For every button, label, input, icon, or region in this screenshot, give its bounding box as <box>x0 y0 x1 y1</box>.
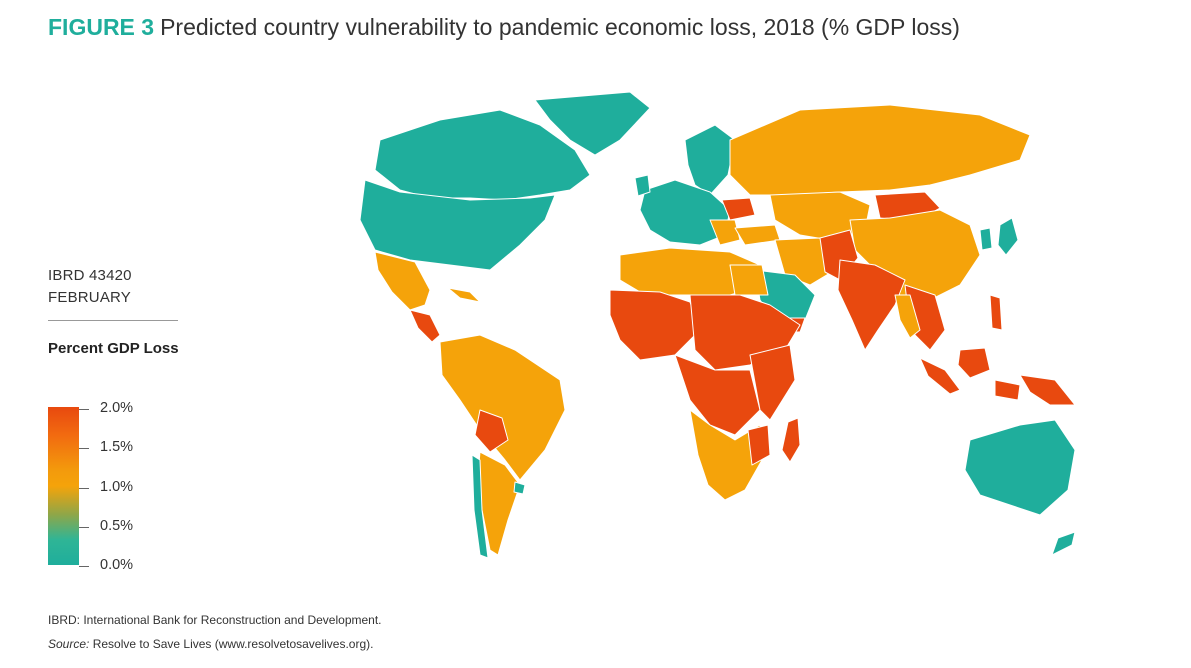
region-mexico <box>374 251 431 311</box>
legend-tick <box>79 527 89 528</box>
legend-tick-label: 0.5% <box>100 518 134 534</box>
source-label: Source: <box>48 637 90 651</box>
region-papua <box>1019 374 1076 406</box>
region-ukraine <box>721 197 756 221</box>
footnote-source: Source: Resolve to Save Lives (www.resol… <box>48 637 373 651</box>
legend-tick <box>79 566 89 567</box>
region-caribbean <box>447 287 481 303</box>
legend-tick-label: 1.0% <box>100 479 134 495</box>
region-mozambique <box>747 424 771 466</box>
region-myanmar-thailand <box>894 294 921 339</box>
legend-tick-label: 1.5% <box>100 439 134 455</box>
legend-tick-label: 2.0% <box>100 400 134 416</box>
region-uk <box>634 174 651 197</box>
figure-title: FIGURE 3 Predicted country vulnerability … <box>48 14 960 41</box>
legend-title: Percent GDP Loss <box>48 340 179 357</box>
region-scandinavia <box>684 124 736 196</box>
figure-label: FIGURE 3 <box>48 14 155 40</box>
region-india <box>837 259 906 351</box>
region-bolivia <box>474 409 509 453</box>
legend-tick <box>79 448 89 449</box>
region-western-europe <box>639 179 731 246</box>
legend-color-scale <box>48 407 79 565</box>
region-korea <box>979 227 993 251</box>
region-iran-iraq <box>774 237 836 286</box>
legend-tick <box>79 488 89 489</box>
legend-tick <box>79 409 89 410</box>
region-west-africa <box>609 289 701 361</box>
region-balkans <box>709 219 741 246</box>
region-egypt <box>729 264 769 296</box>
region-east-africa <box>749 344 796 421</box>
region-south-america-north <box>439 334 566 481</box>
map-id: IBRD 43420 FEBRUARY <box>48 265 132 309</box>
region-new-zealand <box>1051 531 1076 556</box>
region-central-america <box>409 309 441 343</box>
region-philippines <box>989 294 1003 331</box>
region-borneo <box>957 347 991 379</box>
region-greenland <box>534 91 651 156</box>
region-usa <box>359 179 556 271</box>
region-central-africa <box>674 354 761 436</box>
region-chile <box>471 454 489 559</box>
footnote-ibrd: IBRD: International Bank for Reconstruct… <box>48 613 382 627</box>
region-canada <box>374 109 591 201</box>
region-japan <box>997 217 1019 256</box>
map-id-number: IBRD 43420 <box>48 267 132 284</box>
region-southern-africa <box>689 409 763 501</box>
source-text: Resolve to Save Lives (www.resolvetosave… <box>92 637 374 651</box>
legend-tick-label: 0.0% <box>100 557 134 573</box>
region-russia <box>729 104 1031 196</box>
region-australia <box>964 419 1076 516</box>
figure-title-text: Predicted country vulnerability to pande… <box>160 14 960 40</box>
region-uruguay <box>513 481 526 495</box>
map-id-date: FEBRUARY <box>48 289 132 306</box>
region-madagascar <box>781 417 801 463</box>
legend-divider <box>48 320 178 321</box>
region-indonesia-east <box>994 379 1021 401</box>
region-sumatra <box>919 357 961 395</box>
world-map <box>359 91 1076 559</box>
region-turkey <box>734 224 781 246</box>
